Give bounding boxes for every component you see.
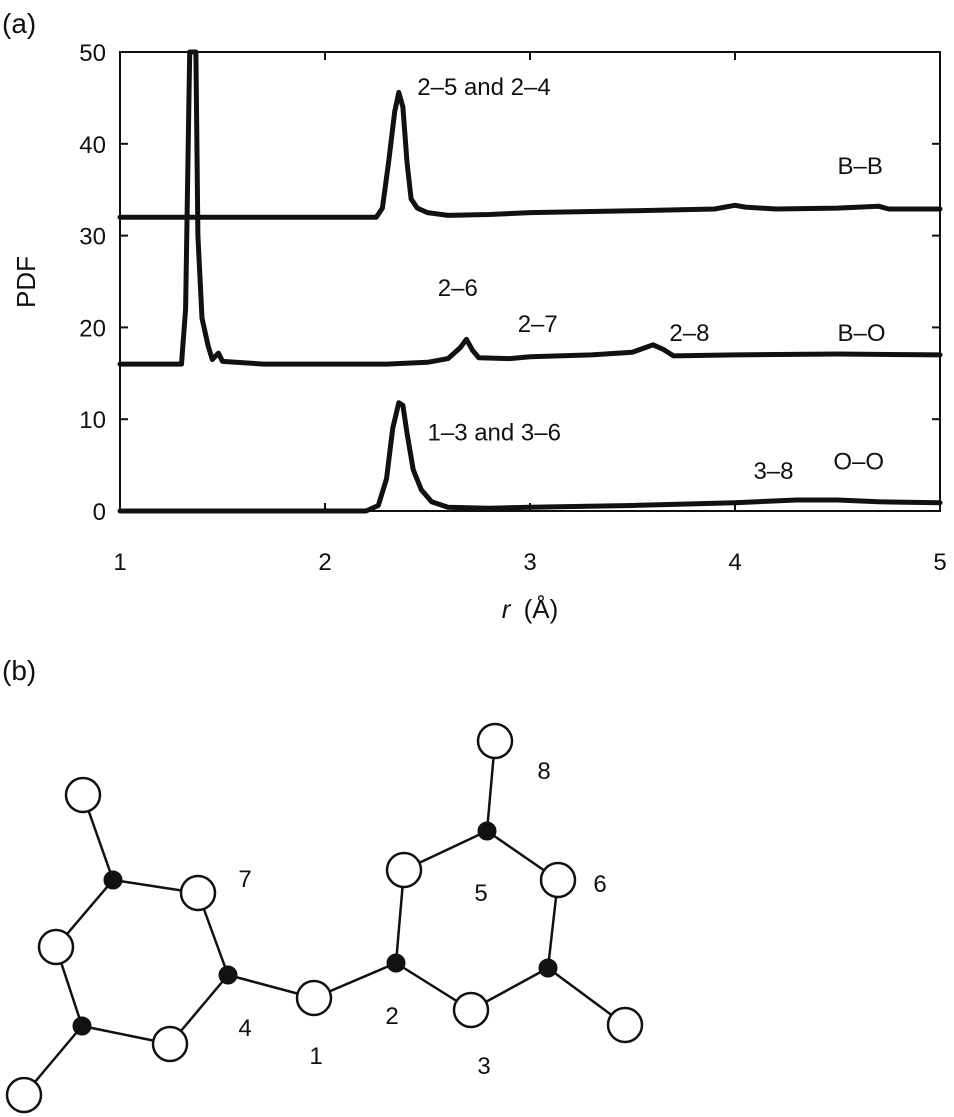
boron-atom	[72, 1016, 92, 1036]
annotation-label: 2–7	[518, 311, 558, 338]
atom-number-label: 3	[477, 1053, 490, 1080]
x-tick-label: 1	[113, 549, 126, 576]
oxygen-atom	[151, 1025, 189, 1063]
boron-atom	[218, 965, 238, 985]
boron-atoms	[72, 821, 558, 1036]
oxygen-atom	[385, 851, 423, 889]
boron-atom	[477, 821, 497, 841]
oxygen-atom	[606, 1006, 644, 1044]
y-tick-label: 50	[79, 40, 106, 67]
y-tick-label: 40	[79, 132, 106, 159]
atom-number-label: 2	[385, 1003, 398, 1030]
atom-number-label: 7	[238, 866, 251, 893]
annotation-label: 1–3 and 3–6	[428, 419, 561, 446]
oxygen-atom	[476, 722, 514, 760]
oxygen-atoms	[5, 722, 644, 1114]
boron-atom	[538, 958, 558, 978]
annotation-label: 2–6	[438, 275, 478, 302]
panel-b-label: (b)	[2, 655, 36, 686]
y-tick-label: 30	[79, 224, 106, 251]
annotation-label: B–B	[838, 153, 883, 180]
x-tick-label: 2	[318, 549, 331, 576]
bonds	[23, 740, 626, 1096]
oxygen-atom	[452, 991, 490, 1029]
series-line-o-o	[117, 400, 943, 514]
annotation-label: 2–5 and 2–4	[417, 74, 550, 101]
y-axis-label: PDF	[11, 256, 41, 308]
annotation-label: O–O	[833, 449, 884, 476]
atom-number-label: 5	[474, 880, 487, 907]
x-axis-label-unit: (Å)	[524, 594, 559, 624]
annotation-label: B–O	[838, 320, 886, 347]
x-tick-label: 3	[523, 549, 536, 576]
y-tick-label: 20	[79, 315, 106, 342]
boron-atom	[103, 870, 123, 890]
series-group	[117, 49, 943, 514]
annotations: 2–5 and 2–4 B–B 2–6 2–7 2–8 B–O 1–3 and 3–6 3–8…	[417, 74, 885, 485]
atom-number-label: 8	[537, 758, 550, 785]
x-axis-label-var: r	[502, 594, 512, 624]
x-tick-label: 4	[728, 549, 741, 576]
series-line-b-o	[117, 49, 943, 367]
oxygen-atom	[179, 874, 217, 912]
annotation-label: 3–8	[753, 458, 793, 485]
x-axis-label: r (Å)	[502, 594, 559, 624]
oxygen-atom	[539, 861, 577, 899]
atom-number-label: 4	[238, 1015, 251, 1042]
oxygen-atom	[295, 979, 333, 1017]
oxygen-atom	[5, 1076, 43, 1114]
boron-atom	[386, 953, 406, 973]
y-tick-label: 10	[79, 407, 106, 434]
molecule-diagram: 1 2 3 4 5 6 7 8	[5, 722, 644, 1114]
oxygen-atom	[37, 928, 75, 966]
atom-number-labels: 1 2 3 4 5 6 7 8	[238, 758, 606, 1080]
atom-number-label: 6	[593, 871, 606, 898]
atom-number-label: 1	[309, 1043, 322, 1070]
y-tick-label: 0	[93, 499, 106, 526]
oxygen-atom	[64, 776, 102, 814]
x-tick-label: 5	[933, 549, 946, 576]
annotation-label: 2–8	[669, 320, 709, 347]
series-line-b-b	[117, 89, 943, 220]
panel-a-label: (a)	[2, 8, 36, 39]
